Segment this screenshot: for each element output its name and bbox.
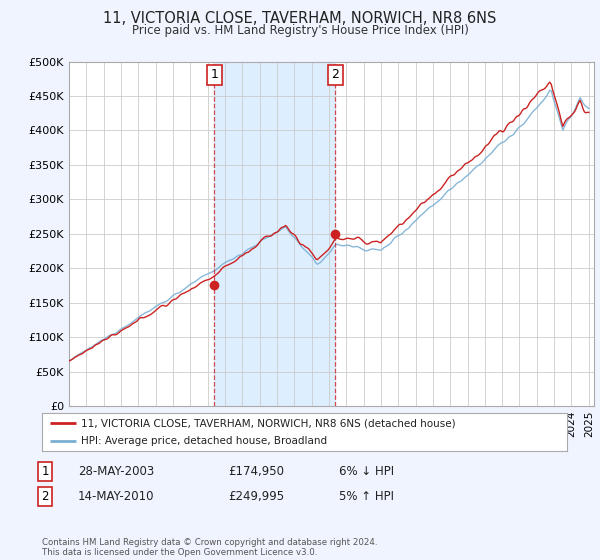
Bar: [214, 62, 335, 406]
Text: 1: 1: [210, 68, 218, 82]
Text: 1: 1: [41, 465, 49, 478]
Text: 5% ↑ HPI: 5% ↑ HPI: [339, 490, 394, 503]
Text: HPI: Average price, detached house, Broadland: HPI: Average price, detached house, Broa…: [82, 436, 328, 446]
Text: 28-MAY-2003: 28-MAY-2003: [78, 465, 154, 478]
Text: 2: 2: [41, 490, 49, 503]
Text: 11, VICTORIA CLOSE, TAVERHAM, NORWICH, NR8 6NS (detached house): 11, VICTORIA CLOSE, TAVERHAM, NORWICH, N…: [82, 418, 456, 428]
Text: 11, VICTORIA CLOSE, TAVERHAM, NORWICH, NR8 6NS: 11, VICTORIA CLOSE, TAVERHAM, NORWICH, N…: [103, 11, 497, 26]
Text: £249,995: £249,995: [228, 490, 284, 503]
Text: Contains HM Land Registry data © Crown copyright and database right 2024.
This d: Contains HM Land Registry data © Crown c…: [42, 538, 377, 557]
Text: £174,950: £174,950: [228, 465, 284, 478]
Text: 2: 2: [331, 68, 339, 82]
Text: Price paid vs. HM Land Registry's House Price Index (HPI): Price paid vs. HM Land Registry's House …: [131, 24, 469, 36]
Text: 6% ↓ HPI: 6% ↓ HPI: [339, 465, 394, 478]
Text: 14-MAY-2010: 14-MAY-2010: [78, 490, 155, 503]
